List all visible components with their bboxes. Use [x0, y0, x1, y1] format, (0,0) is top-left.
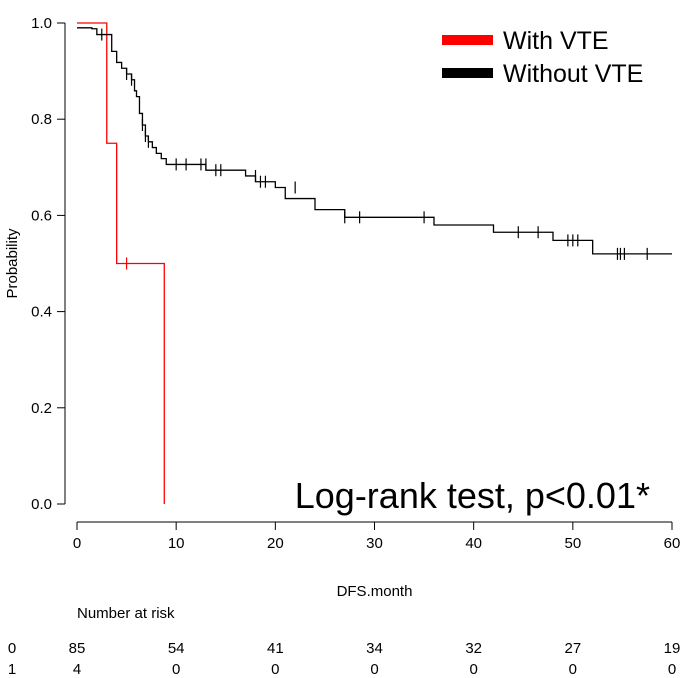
- x-tick-label: 0: [73, 535, 81, 552]
- y-tick-label: 1.0: [31, 15, 52, 32]
- legend-label-without-vte: Without VTE: [503, 60, 643, 88]
- y-tick-label: 0.8: [31, 111, 52, 128]
- survival-curves: [77, 22, 672, 504]
- risk-count: 0: [668, 661, 676, 678]
- risk-count: 0: [370, 661, 378, 678]
- risk-count: 27: [564, 640, 581, 657]
- y-tick-label: 0.6: [31, 207, 52, 224]
- axes: 0 10 20 30 40 50 60 0.0 0.2 0.4 0.6 0.8 1.0 DFS.month…: [4, 15, 680, 600]
- curve-with-vte: [77, 22, 165, 504]
- log-rank-annotation: Log-rank test, p<0.01*: [295, 475, 650, 516]
- risk-count: 54: [168, 640, 185, 657]
- risk-row-group: 0: [8, 640, 16, 657]
- y-tick-label: 0.2: [31, 400, 52, 417]
- risk-count: 0: [469, 661, 477, 678]
- risk-count: 32: [465, 640, 482, 657]
- legend: With VTE Without VTE: [442, 27, 643, 88]
- x-tick-label: 20: [267, 535, 284, 552]
- x-tick-label: 40: [465, 535, 482, 552]
- risk-count: 0: [271, 661, 279, 678]
- legend-label-with-vte: With VTE: [503, 27, 609, 55]
- risk-count: 41: [267, 640, 284, 657]
- risk-table-title: Number at risk: [77, 605, 175, 622]
- risk-count: 0: [569, 661, 577, 678]
- x-tick-label: 30: [366, 535, 383, 552]
- legend-swatch-without-vte: [442, 68, 493, 78]
- risk-table: Number at risk 0 85 54 41 34 32 27 19 1 4 0 0 0 0 0 0: [8, 605, 681, 678]
- x-tick-label: 10: [168, 535, 185, 552]
- x-axis-label: DFS.month: [337, 583, 413, 600]
- risk-count: 19: [664, 640, 681, 657]
- risk-count: 85: [69, 640, 86, 657]
- legend-swatch-with-vte: [442, 35, 493, 45]
- risk-row-group: 1: [8, 661, 16, 678]
- x-tick-label: 60: [664, 535, 681, 552]
- y-tick-label: 0.4: [31, 304, 52, 321]
- risk-count: 4: [73, 661, 81, 678]
- risk-count: 34: [366, 640, 383, 657]
- y-axis-label: Probability: [4, 228, 21, 299]
- x-tick-label: 50: [564, 535, 581, 552]
- y-tick-label: 0.0: [31, 496, 52, 513]
- risk-count: 0: [172, 661, 180, 678]
